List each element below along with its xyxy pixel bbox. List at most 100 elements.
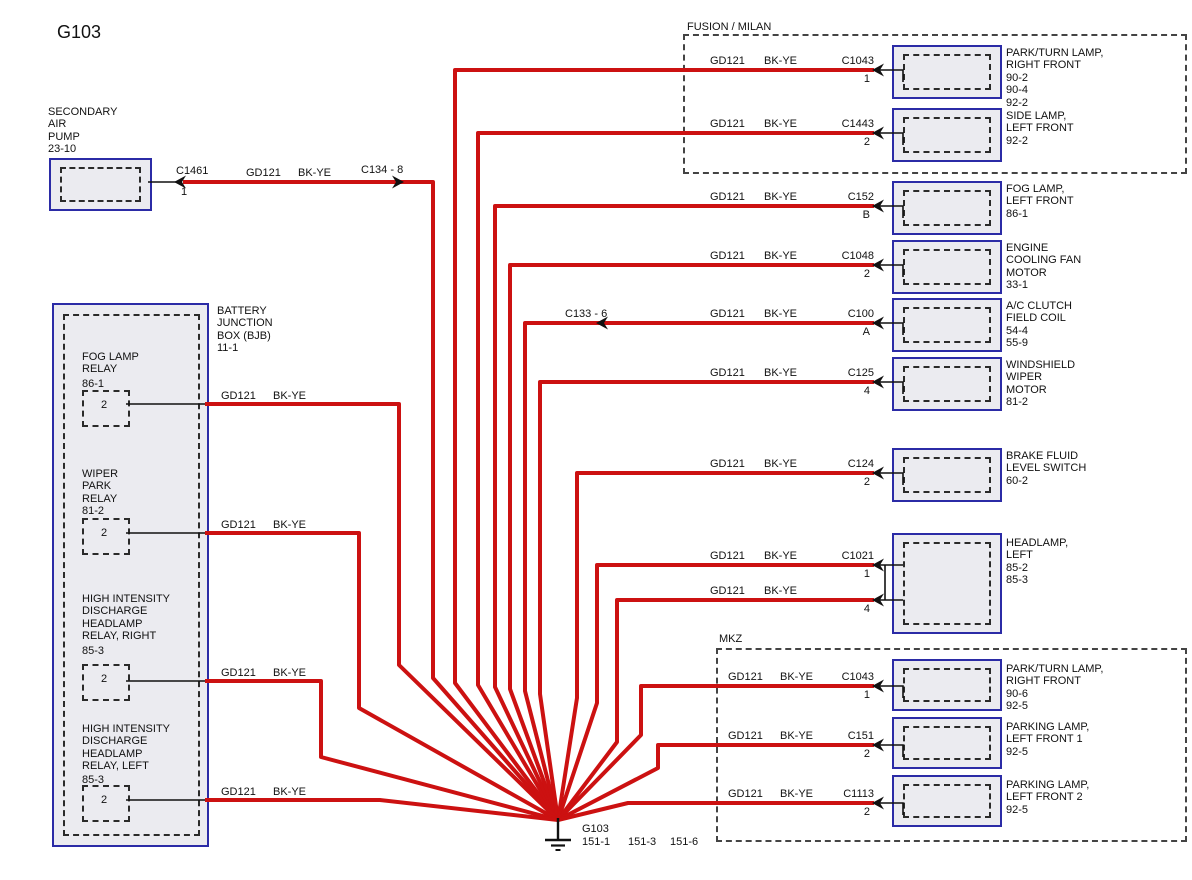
battery-junction-box-label: BATTERY JUNCTION BOX (BJB) 11-1 <box>217 305 273 355</box>
relay-pin: 2 <box>100 673 108 685</box>
component-inner-dashed <box>903 307 991 343</box>
wire-hid-relay-right <box>205 679 559 822</box>
relay-ref: 81-2 <box>82 505 105 517</box>
wire-color-label: BK-YE <box>273 390 307 402</box>
component-inner-dashed <box>903 54 991 90</box>
component-inner-dashed <box>903 249 991 285</box>
wire-color-label: BK-YE <box>273 786 307 798</box>
pin-label: 1 <box>863 689 870 701</box>
wire-circuit-label: GD121 <box>246 167 281 179</box>
component-box-park-turn-lamp-rf-fusion <box>892 45 1002 99</box>
component-name: A/C CLUTCH FIELD COIL 54-4 55-9 <box>1006 300 1073 350</box>
wire-circuit-label: GD121 <box>728 671 763 683</box>
relay-label-hid-left: HIGH INTENSITY DISCHARGE HEADLAMP RELAY,… <box>82 723 171 773</box>
relay-ref: 85-3 <box>82 774 105 786</box>
relay-label-wiper-park: WIPER PARK RELAY <box>82 468 119 505</box>
relay-box-hid-left <box>82 785 130 822</box>
wire-color-label: BK-YE <box>764 367 798 379</box>
pin-label: 4 <box>863 603 870 615</box>
connector-label: C1043 <box>841 671 874 683</box>
ground-symbol-icon <box>545 818 571 851</box>
wire-hid-relay-left <box>205 798 559 822</box>
relay-box-fog-lamp <box>82 390 130 427</box>
component-name: FOG LAMP, LEFT FRONT 86-1 <box>1006 183 1074 220</box>
relay-box-wiper-park <box>82 518 130 555</box>
page-title: G103 <box>57 22 102 42</box>
component-box-engine-cooling-fan <box>892 240 1002 294</box>
wire-color-label: BK-YE <box>764 585 798 597</box>
component-name: BRAKE FLUID LEVEL SWITCH 60-2 <box>1006 450 1087 487</box>
pin-label: 4 <box>863 385 870 397</box>
relay-pin: 2 <box>100 399 108 411</box>
component-inner-dashed <box>903 117 991 153</box>
wire-circuit-label: GD121 <box>710 250 745 262</box>
pin-label: 2 <box>863 748 870 760</box>
wire-circuit-label: GD121 <box>710 550 745 562</box>
wire-color-label: BK-YE <box>764 191 798 203</box>
wire-color-label: BK-YE <box>764 250 798 262</box>
component-name: WINDSHIELD WIPER MOTOR 81-2 <box>1006 359 1076 409</box>
pin-label: 1 <box>863 73 870 85</box>
wire-color-label: BK-YE <box>764 458 798 470</box>
wire-circuit-label: GD121 <box>728 730 763 742</box>
pin-label: B <box>862 209 870 221</box>
connector-label: C1048 <box>841 250 874 262</box>
component-name: HEADLAMP, LEFT 85-2 85-3 <box>1006 537 1069 587</box>
component-box-fog-lamp-lf <box>892 181 1002 235</box>
wire-wiper-park-relay <box>205 531 559 822</box>
component-box-headlamp-left <box>892 533 1002 634</box>
wire-circuit-label: GD121 <box>221 786 256 798</box>
connector-label: C100 <box>847 308 874 320</box>
connector-label: C124 <box>847 458 874 470</box>
relay-label-hid-right: HIGH INTENSITY DISCHARGE HEADLAMP RELAY,… <box>82 593 171 643</box>
component-box-parking-lamp-lf1 <box>892 717 1002 769</box>
component-box-parking-lamp-lf2 <box>892 775 1002 827</box>
wire-color-label: BK-YE <box>764 55 798 67</box>
wire-color-label: BK-YE <box>273 667 307 679</box>
pin-label: 2 <box>863 268 870 280</box>
wire-circuit-label: GD121 <box>221 390 256 402</box>
wire-circuit-label: GD121 <box>710 308 745 320</box>
pin-label: 1 <box>863 568 870 580</box>
connector-label: C151 <box>847 730 874 742</box>
ground-ref-label: 151-6 <box>670 836 699 848</box>
component-inner-dashed <box>903 542 991 625</box>
pin-label: 2 <box>863 806 870 818</box>
connector-label-c1461: C1461 <box>176 165 209 177</box>
pin-label: A <box>862 326 870 338</box>
ground-ref-label: 151-3 <box>628 836 657 848</box>
wire-circuit-label: GD121 <box>710 367 745 379</box>
wire-circuit-label: GD121 <box>710 458 745 470</box>
component-box-brake-fluid-switch <box>892 448 1002 502</box>
component-name: SIDE LAMP, LEFT FRONT 92-2 <box>1006 110 1074 147</box>
component-name: PARK/TURN LAMP, RIGHT FRONT 90-6 92-5 <box>1006 663 1104 713</box>
wire-fog-lamp-relay <box>205 402 560 822</box>
component-box-side-lamp-lf <box>892 108 1002 162</box>
component-inner-dashed <box>903 784 991 818</box>
ground-name-label: G103 <box>582 823 609 835</box>
wire-circuit-label: GD121 <box>728 788 763 800</box>
wire-color-label: BK-YE <box>764 308 798 320</box>
wire-circuit-label: GD121 <box>221 667 256 679</box>
connector-label: C1021 <box>841 550 874 562</box>
component-inner-dashed <box>903 190 991 226</box>
wire-circuit-label: GD121 <box>710 55 745 67</box>
connector-label: C125 <box>847 367 874 379</box>
component-inner-dashed <box>60 167 141 202</box>
pin-label: 1 <box>181 186 188 198</box>
relay-box-hid-right <box>82 664 130 701</box>
relay-pin: 2 <box>100 794 108 806</box>
wire-circuit-label: GD121 <box>221 519 256 531</box>
connector-label: C1443 <box>841 118 874 130</box>
component-inner-dashed <box>903 457 991 493</box>
component-box-wiper-motor <box>892 357 1002 411</box>
inline-connector-label-c133-6: C133 - 6 <box>565 308 608 320</box>
component-name: PARK/TURN LAMP, RIGHT FRONT 90-2 90-4 92… <box>1006 47 1104 109</box>
wire-color-label: BK-YE <box>764 550 798 562</box>
group-title-mkz: MKZ <box>716 633 746 646</box>
relay-ref: 86-1 <box>82 378 105 390</box>
wire-secondary-air-pump <box>183 180 560 822</box>
component-box-ac-clutch <box>892 298 1002 352</box>
relay-pin: 2 <box>100 527 108 539</box>
